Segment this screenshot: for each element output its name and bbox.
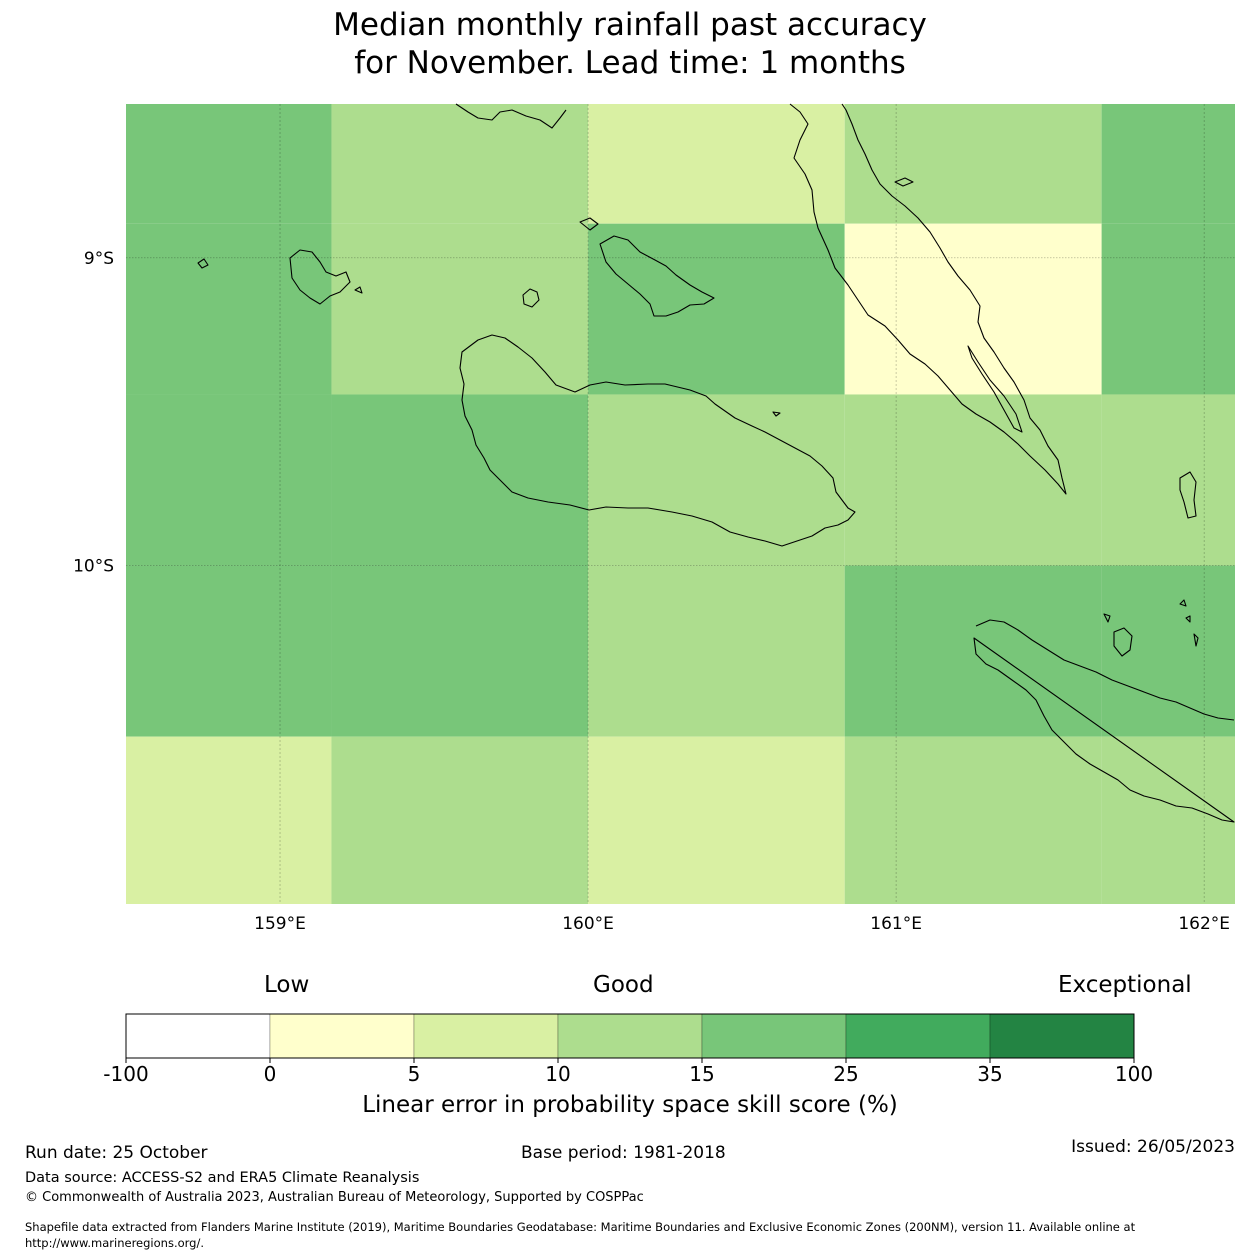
colorbar-tick-label: 0 [264, 1062, 277, 1086]
coastline-islet-e [1103, 613, 1111, 623]
colorbar-swatch [413, 1013, 559, 1059]
skill-cell-r1-c3 [844, 223, 1102, 395]
colorbar-swatch [989, 1013, 1135, 1059]
lon-tick-label: 159°E [254, 914, 306, 934]
coastline-guadalcanal [459, 334, 856, 547]
colorbar-title: Linear error in probability space skill … [362, 1092, 898, 1118]
coastline-makira [973, 619, 1235, 823]
skill-cell-r3-c4 [1101, 565, 1235, 737]
colorbar-swatch [125, 1013, 271, 1059]
coastline-islet-b [197, 258, 209, 269]
coastline-florida-islands [599, 235, 715, 317]
skill-cell-r3-c1 [331, 565, 589, 737]
skill-cell-r4-c4 [1101, 736, 1235, 904]
colorbar-swatch [701, 1013, 847, 1059]
colorbar-tick-label: 25 [833, 1062, 858, 1086]
lon-tick-label: 162°E [1178, 914, 1230, 934]
colorbar-tick-label: -100 [103, 1062, 148, 1086]
colorbar-swatch [845, 1013, 991, 1059]
skill-cell-r2-c3 [844, 394, 1102, 566]
coastlines [197, 103, 1235, 823]
graticule [126, 104, 1235, 904]
title-line-1: Median monthly rainfall past accuracy [333, 7, 927, 43]
coastline-islet-c [354, 286, 363, 294]
colorbar-swatch [557, 1013, 703, 1059]
lon-tick-label: 161°E [870, 914, 922, 934]
map-title: Median monthly rainfall past accuracy fo… [0, 6, 1260, 82]
map-figure: 159°E 160°E 161°E 162°E 9°S 10°S [73, 103, 1235, 934]
skill-cell-r3-c3 [844, 565, 1102, 737]
coastline-small-malaita-south [1179, 471, 1197, 519]
coastline-russell-islands [289, 249, 351, 305]
run-date: Run date: 25 October [25, 1143, 208, 1163]
skill-cell-r4-c1 [331, 736, 589, 904]
skill-cell-r1-c0 [126, 223, 332, 395]
coastline-islet-i [772, 411, 781, 417]
skill-cell-r0-c1 [331, 104, 589, 224]
skill-cell-r4-c2 [588, 736, 845, 904]
coastline-islet-d [894, 177, 914, 187]
legend-label-exceptional: Exceptional [1058, 972, 1192, 998]
coastline-islet-a [579, 217, 599, 231]
skill-cell-r2-c2 [588, 394, 845, 566]
skill-grid [126, 104, 1235, 904]
lat-tick-label: 9°S [84, 249, 114, 269]
skill-cell-r3-c0 [126, 565, 332, 737]
shapefile-credit: Shapefile data extracted from Flanders M… [25, 1220, 1136, 1234]
coastline-malaita [789, 103, 1067, 495]
coastline-islet-g [1185, 615, 1191, 623]
colorbar-swatch [269, 1013, 415, 1059]
colorbar-tick-label: 35 [977, 1062, 1002, 1086]
colorbar-tick-label: 10 [545, 1062, 570, 1086]
coastline-small-malaita [967, 345, 1023, 433]
skill-cell-r0-c0 [126, 104, 332, 224]
skill-cell-r1-c2 [588, 223, 845, 395]
copyright: © Commonwealth of Australia 2023, Austra… [25, 1190, 644, 1205]
colorbar-tick-label: 100 [1115, 1062, 1153, 1086]
coastline-isabel [455, 103, 567, 129]
colorbar-tick-label: 15 [689, 1062, 714, 1086]
issued-date: Issued: 26/05/2023 [1071, 1137, 1235, 1157]
skill-cell-r0-c3 [844, 104, 1102, 224]
coastline-islet-h [1193, 633, 1199, 647]
skill-cell-r0-c4 [1101, 104, 1235, 224]
colorbar: -100 0 5 10 15 25 35 100 [103, 1013, 1153, 1086]
skill-cell-r3-c2 [588, 565, 845, 737]
data-source: Data source: ACCESS-S2 and ERA5 Climate … [25, 1170, 420, 1186]
legend-label-good: Good [593, 972, 654, 998]
colorbar-border [125, 1013, 1135, 1059]
coastline-ulawa [1113, 627, 1133, 657]
legend-label-low: Low [264, 972, 310, 998]
title-line-2: for November. Lead time: 1 months [354, 45, 906, 81]
skill-cell-r0-c2 [588, 104, 845, 224]
base-period: Base period: 1981-2018 [521, 1143, 726, 1163]
coastline-savo [522, 288, 540, 308]
skill-cell-r4-c0 [126, 736, 332, 904]
skill-cell-r2-c0 [126, 394, 332, 566]
skill-cell-r1-c4 [1101, 223, 1235, 395]
skill-cell-r2-c4 [1101, 394, 1235, 566]
coastline-islet-f [1179, 599, 1187, 607]
skill-cell-r4-c3 [844, 736, 1102, 904]
colorbar-tick-label: 5 [408, 1062, 421, 1086]
axis-tick-labels: 159°E 160°E 161°E 162°E 9°S 10°S [73, 249, 1230, 934]
lon-tick-label: 160°E [562, 914, 614, 934]
shapefile-url: http://www.marineregions.org/. [25, 1236, 204, 1250]
lat-tick-label: 10°S [73, 557, 114, 577]
skill-cell-r2-c1 [331, 394, 589, 566]
